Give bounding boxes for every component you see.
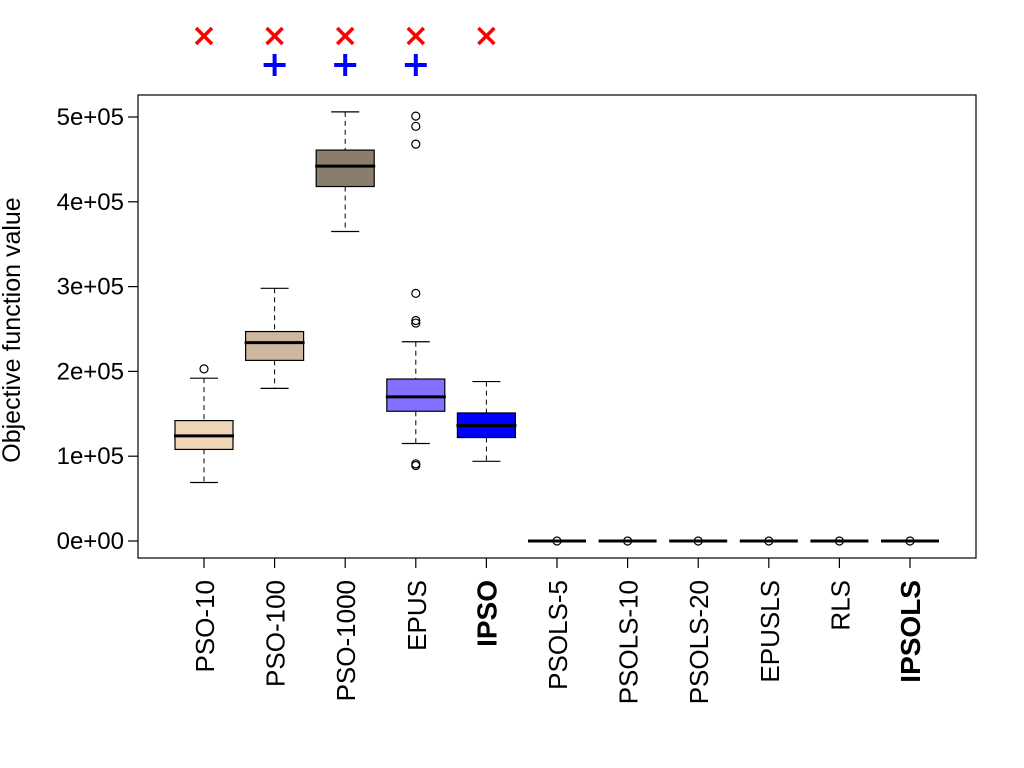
box-ipsols bbox=[881, 536, 939, 546]
cross-stroke bbox=[406, 26, 426, 46]
outlier-point bbox=[411, 459, 421, 469]
cross-stroke bbox=[194, 26, 214, 46]
outlier-point bbox=[764, 536, 774, 546]
x-tick-label: PSOLS-20 bbox=[684, 580, 714, 704]
plot-frame bbox=[137, 94, 977, 559]
box-iqr bbox=[245, 330, 305, 361]
y-tick-label: 2e+05 bbox=[57, 358, 124, 385]
y-tick-label: 4e+05 bbox=[57, 189, 124, 216]
outlier-point bbox=[411, 111, 421, 121]
boxes bbox=[174, 111, 939, 546]
x-tick-label: EPUS bbox=[402, 580, 432, 651]
box-iqr bbox=[386, 378, 446, 412]
cross-stroke bbox=[335, 26, 355, 46]
significance-markers bbox=[194, 26, 496, 76]
x-tick-label: EPUSLS bbox=[755, 580, 785, 683]
x-tick-label: IPSOLS bbox=[895, 580, 926, 683]
plus-marker bbox=[404, 54, 427, 76]
box-rls bbox=[810, 536, 869, 546]
outlier-point bbox=[693, 536, 703, 546]
plus-marker bbox=[263, 54, 286, 76]
outlier-point bbox=[411, 139, 421, 149]
x-tick-label: PSO-10 bbox=[190, 580, 220, 673]
cross-stroke bbox=[265, 26, 284, 46]
outlier-point bbox=[411, 318, 421, 328]
box-pso-100 bbox=[244, 287, 305, 389]
outlier-point bbox=[622, 536, 633, 546]
outlier-point bbox=[411, 121, 421, 131]
y-tick-label: 0e+00 bbox=[57, 528, 124, 555]
cross-stroke bbox=[477, 26, 496, 46]
y-tick-label: 1e+05 bbox=[57, 443, 124, 470]
outlier-point bbox=[411, 315, 421, 326]
box-epus bbox=[385, 111, 446, 471]
box-psols-20 bbox=[669, 536, 728, 546]
outlier-point bbox=[905, 536, 915, 546]
y-axis: 0e+00 1e+05 2e+05 3e+05 4e+05 5e+05 bbox=[57, 104, 138, 555]
box-pso-10 bbox=[174, 364, 234, 484]
cross-marker bbox=[335, 26, 355, 46]
x-tick-label: PSO-1000 bbox=[331, 580, 361, 701]
box-iqr bbox=[315, 149, 375, 188]
y-tick-label: 3e+05 bbox=[57, 274, 124, 301]
y-tick-label: 5e+05 bbox=[57, 104, 124, 131]
outlier-point bbox=[411, 288, 421, 298]
x-axis: PSO-10 PSO-100 PSO-1000 EPUS IPSO PSOLS-5 PSOL… bbox=[190, 558, 926, 704]
box-ipso bbox=[456, 380, 517, 462]
x-tick-label: RLS bbox=[825, 580, 855, 631]
cross-marker bbox=[194, 26, 214, 46]
outlier-point bbox=[199, 364, 209, 374]
outlier-point bbox=[552, 536, 562, 546]
plus-marker bbox=[334, 54, 357, 76]
x-tick-label: PSOLS-5 bbox=[543, 580, 573, 690]
box-pso-1000 bbox=[315, 111, 376, 233]
cross-marker bbox=[477, 26, 496, 46]
cross-marker bbox=[406, 26, 426, 46]
x-tick-label: IPSO bbox=[471, 580, 502, 647]
x-tick-label: PSOLS-10 bbox=[614, 580, 644, 704]
box-epusls bbox=[739, 536, 798, 546]
cross-marker bbox=[265, 26, 284, 46]
x-tick-label: PSO-100 bbox=[261, 580, 291, 687]
box-psols-5 bbox=[528, 536, 586, 546]
y-axis-label: Objective function value bbox=[0, 197, 26, 462]
box-psols-10 bbox=[598, 536, 657, 546]
outlier-point bbox=[834, 536, 845, 546]
